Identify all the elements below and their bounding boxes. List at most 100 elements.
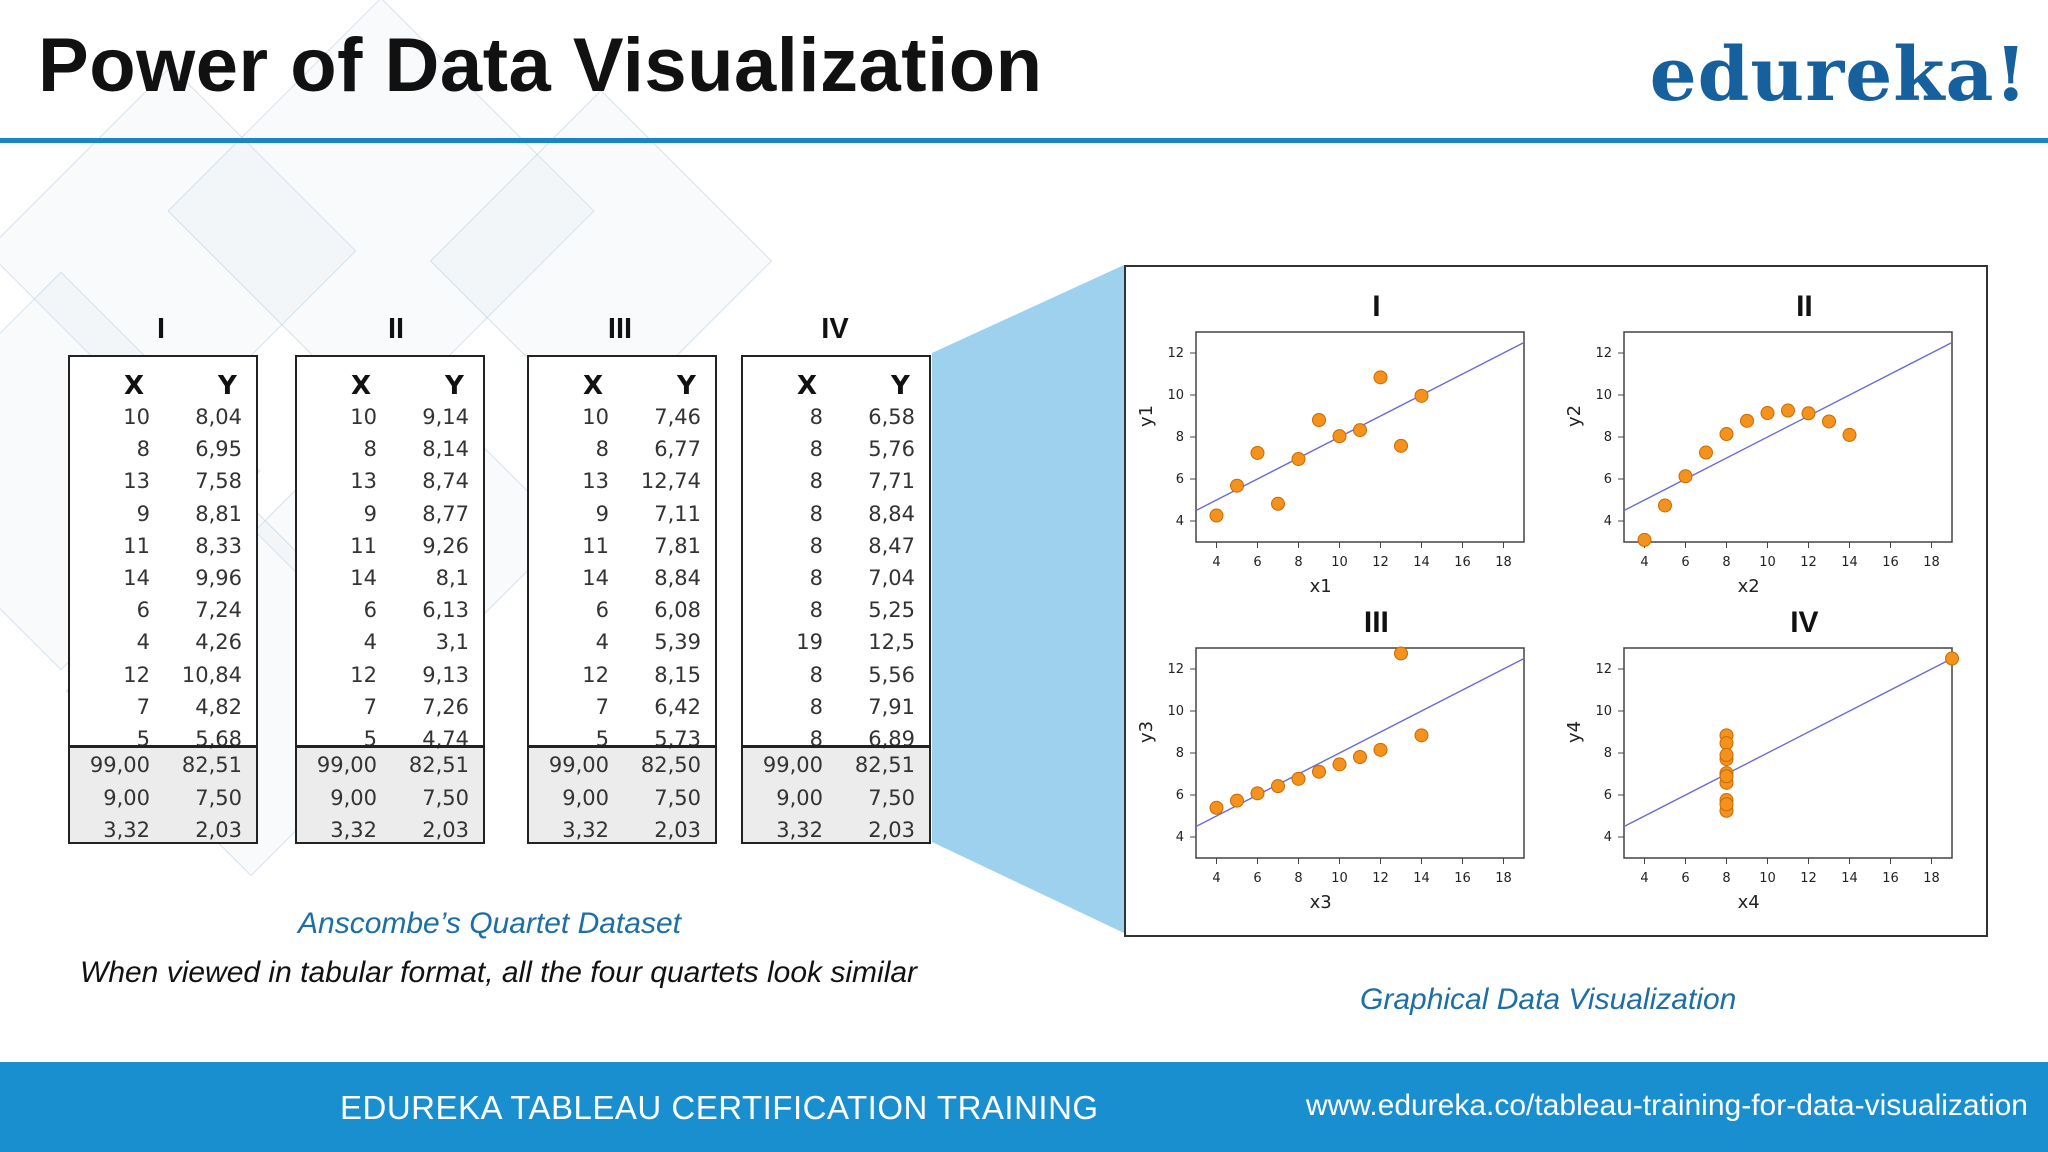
cell-y: 5,76 [868, 437, 915, 462]
dataset-label-ii: II [387, 313, 405, 345]
x-tick-label: 18 [1495, 555, 1512, 570]
scatter-plots-panel: I 4 6 8 10 12 14 16 18 4 6 8 10 12 x1 y1 II 4 6 8 10 12 14 16 18… [1124, 265, 1988, 937]
x-tick-label: 4 [1640, 555, 1648, 570]
cell-y: 8,74 [422, 469, 469, 494]
summary-background [297, 748, 483, 842]
dataset-label-i: I [156, 313, 166, 345]
summary-cell-x: 99,00 [762, 753, 823, 777]
cell-y: 7,81 [654, 533, 701, 558]
footer-url[interactable]: www.edureka.co/tableau-training-for-data… [1305, 1089, 2028, 1122]
cell-x: 9 [136, 501, 150, 526]
cell-y: 5,25 [868, 598, 915, 623]
y-tick-label: 4 [1176, 830, 1184, 845]
column-header-y: Y [677, 371, 696, 401]
cell-x: 11 [582, 533, 609, 558]
cell-x: 12 [582, 662, 609, 687]
x-tick-label: 12 [1372, 871, 1389, 886]
plot-title: III [1364, 606, 1389, 639]
x-tick-label: 4 [1212, 871, 1220, 886]
cell-x: 8 [809, 437, 823, 462]
x-tick-label: 4 [1212, 555, 1220, 570]
cell-x: 12 [350, 662, 377, 687]
data-point [1230, 793, 1244, 808]
cell-x: 13 [582, 469, 609, 494]
plot-title: I [1372, 290, 1380, 323]
summary-cell-y: 82,51 [854, 753, 915, 777]
cell-y: 7,26 [422, 694, 469, 719]
cell-x: 8 [595, 437, 609, 462]
data-point [1312, 764, 1326, 779]
cell-y: 6,58 [868, 405, 915, 429]
dataset-table-1: X Y 10 8,04 8 6,95 13 7,58 9 8,81 11 8,33 14 9,96 6 7,2… [68, 355, 258, 844]
tables-note: When viewed in tabular format, all the f… [80, 956, 918, 989]
column-header-y: Y [891, 371, 910, 401]
cell-y: 4,82 [195, 694, 242, 719]
summary-cell-y: 82,51 [408, 753, 469, 777]
summary-cell-y: 82,51 [181, 753, 242, 777]
x-tick-label: 12 [1800, 555, 1817, 570]
y-tick-label: 4 [1176, 514, 1184, 529]
summary-divider [297, 745, 483, 748]
x-tick-label: 8 [1722, 555, 1730, 570]
data-point [1414, 728, 1429, 743]
column-header-x: X [351, 371, 372, 401]
y-tick-label: 10 [1595, 704, 1612, 719]
data-point [1760, 406, 1775, 421]
data-point [1291, 452, 1306, 467]
data-point [1332, 429, 1347, 444]
cell-x: 11 [350, 533, 377, 558]
summary-divider [70, 745, 256, 748]
x-tick-label: 18 [1923, 555, 1940, 570]
cell-y: 8,1 [435, 566, 469, 590]
dataset-label-iv: IV [821, 313, 849, 345]
cell-x: 8 [809, 405, 823, 429]
summary-cell-x: 99,00 [89, 753, 150, 777]
cell-x: 4 [136, 630, 150, 655]
data-point [1719, 736, 1734, 751]
x-tick-label: 6 [1253, 871, 1261, 886]
data-point [1250, 445, 1265, 460]
cell-x: 9 [595, 501, 609, 526]
cell-y: 9,26 [422, 533, 469, 558]
summary-divider [743, 745, 929, 748]
cell-y: 8,14 [422, 437, 469, 462]
summary-cell-x: 3,32 [776, 818, 823, 842]
data-point [1414, 388, 1429, 403]
cell-y: 8,04 [195, 405, 242, 429]
summary-cell-x: 3,32 [562, 818, 609, 842]
x-tick-label: 16 [1882, 871, 1899, 886]
data-point [1373, 742, 1388, 757]
data-point [1678, 469, 1693, 484]
x-axis-label: x3 [1310, 892, 1332, 913]
x-tick-label: 14 [1841, 871, 1858, 886]
cell-x: 6 [595, 598, 609, 623]
plot-title: II [1796, 290, 1813, 323]
plot-frame [1623, 647, 1953, 859]
plot-title: IV [1790, 606, 1818, 639]
cell-y: 6,13 [422, 598, 469, 623]
summary-background [743, 748, 929, 842]
cell-x: 6 [363, 598, 377, 623]
cell-y: 9,96 [195, 566, 242, 590]
cell-y: 8,77 [422, 501, 469, 526]
cell-x: 8 [809, 694, 823, 719]
slide-title: Power of Data Visualization [38, 23, 1043, 108]
data-point [1699, 445, 1713, 460]
data-point [1209, 800, 1224, 815]
x-tick-label: 8 [1294, 871, 1302, 886]
y-tick-label: 6 [1604, 472, 1612, 487]
x-axis-label: x2 [1738, 576, 1760, 597]
cell-x: 12 [123, 662, 150, 687]
cell-y: 9,14 [422, 405, 469, 429]
y-tick-label: 10 [1167, 388, 1184, 403]
cell-x: 8 [136, 437, 150, 462]
cell-x: 8 [809, 662, 823, 687]
edureka-logo: edureka! [1649, 32, 2028, 118]
tables-caption: Anscombe’s Quartet Dataset [298, 907, 681, 940]
x-tick-label: 14 [1841, 555, 1858, 570]
y-tick-label: 10 [1595, 388, 1612, 403]
x-tick-label: 6 [1681, 555, 1689, 570]
dataset-table-2: X Y 10 9,14 8 8,14 13 8,74 9 8,77 11 9,26 14 8,1 6 6,13… [295, 355, 485, 844]
x-tick-label: 4 [1640, 871, 1648, 886]
data-point [1271, 779, 1285, 794]
